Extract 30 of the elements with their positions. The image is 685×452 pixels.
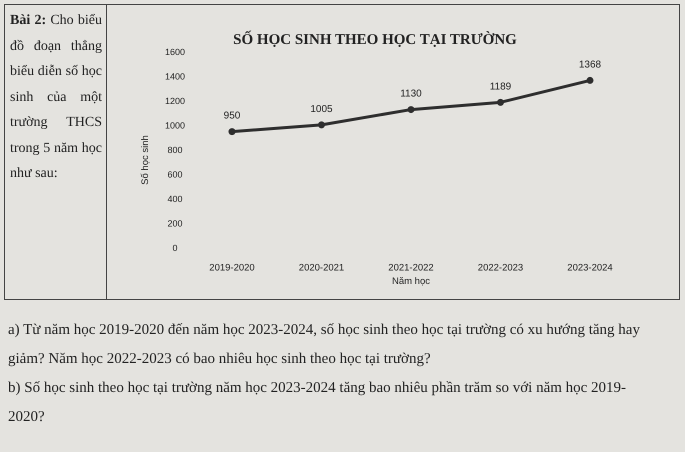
y-tick-label: 200 <box>167 218 183 229</box>
y-tick-label: 1400 <box>164 72 186 82</box>
point <box>586 76 594 84</box>
y-tick-label: 0 <box>172 243 178 254</box>
y-tick-label: 800 <box>167 145 183 156</box>
data-label: 950 <box>224 110 241 122</box>
data-label: 1368 <box>578 59 602 70</box>
x-tick-label: 2022-2023 <box>478 262 524 274</box>
chart-title: SỐ HỌC SINH THEO HỌC TẠI TRƯỜNG <box>233 30 518 48</box>
text: a) Từ năm học 2019-2020 đến năm học 2023-2024, số học sinh theo học tại trường có xu hướng tăng hay giảm? Năm học 2022-2023 có bao nhiêu học sinh theo học tại trường? <box>8 321 641 369</box>
data-label: 1130 <box>400 88 422 100</box>
x-tick-label: 2020-2021 <box>298 262 344 274</box>
y-tick-label: 1200 <box>164 96 186 106</box>
y-tick-label: 600 <box>167 170 183 180</box>
point <box>318 121 325 128</box>
x-tick-label: 2021-2022 <box>388 262 434 274</box>
text: b) Số học sinh theo học tại trường năm học 2023-2024 tăng bao nhiêu phần trăm so với năm học 2019-2020? <box>8 379 628 427</box>
x-axis-title: Năm học <box>392 276 430 287</box>
x-tick-label: 2019-2020 <box>209 262 255 274</box>
y-tick-label: 1600 <box>164 47 186 58</box>
data-label: 1189 <box>490 81 512 92</box>
point <box>497 98 504 106</box>
y-tick-label: 1000 <box>164 120 186 131</box>
y-axis-title: Số học sinh <box>140 135 151 185</box>
y-tick-label: 400 <box>167 194 183 204</box>
text: Bài 2: <box>10 13 46 28</box>
data-label: 1005 <box>310 104 334 115</box>
point <box>228 128 236 136</box>
x-tick-label: 2023-2024 <box>567 262 613 274</box>
point <box>408 106 414 114</box>
